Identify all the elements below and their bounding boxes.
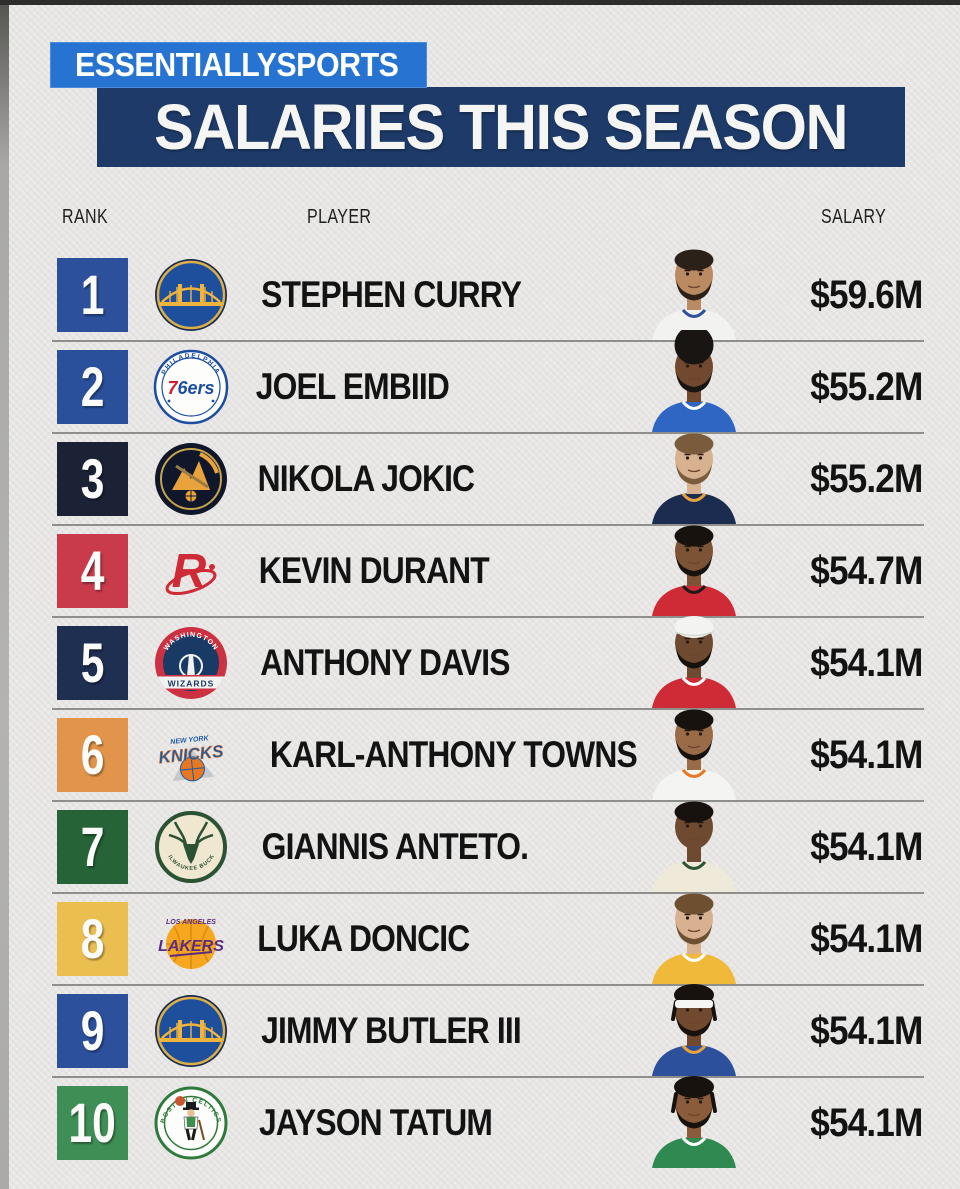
- player-photo: [642, 790, 746, 892]
- player-name: ANTHONY DAVIS: [260, 642, 510, 683]
- salary-value: $54.1M: [809, 1100, 923, 1145]
- rank-badge: 6: [57, 718, 128, 792]
- table-row: 7 MILWAUKEE BUCKS GIANNIS ANTETO. $54.1M: [52, 801, 924, 894]
- salary-value: $54.1M: [809, 640, 923, 685]
- warriors-logo: [153, 993, 229, 1069]
- svg-text:76ers: 76ers: [167, 378, 214, 398]
- salary-value: $59.6M: [809, 272, 923, 317]
- rank-number: 5: [80, 631, 105, 694]
- player-name: GIANNIS ANTETO.: [261, 826, 529, 867]
- column-header-salary: SALARY: [821, 206, 887, 228]
- left-edge-strip: [0, 0, 9, 1189]
- player-photo: [642, 325, 746, 432]
- rank-number: 4: [80, 539, 105, 602]
- rank-number: 8: [80, 907, 105, 970]
- rank-badge: 2: [57, 350, 128, 424]
- player-name: LUKA DONCIC: [257, 918, 470, 959]
- lakers-logo: LOS ANGELES LAKERS: [153, 901, 229, 977]
- player-photo: [642, 606, 746, 708]
- table-row: 1 STEPHEN CURRY $59.6M: [52, 249, 924, 342]
- rank-number: 2: [80, 355, 105, 418]
- rank-number: 1: [80, 263, 105, 326]
- salary-value: $54.7M: [809, 548, 923, 593]
- table-row: 8 LOS ANGELES LAKERS LUKA DONCIC $54.1M: [52, 893, 924, 986]
- table-row: 3 NIKOLA JOKIC $55.2M: [52, 433, 924, 526]
- rank-number: 7: [80, 815, 105, 878]
- rank-number: 10: [68, 1091, 117, 1154]
- page-title: SALARIES THIS SEASON: [154, 91, 848, 163]
- table-row: 4 R KEVIN DURANT $54.7M: [52, 525, 924, 618]
- table-row: 10 BOSTON CELTICS JAYSON TATUM $54.1M: [52, 1076, 924, 1168]
- rockets-logo: R: [153, 533, 229, 609]
- player-name: JOEL EMBIID: [255, 366, 450, 407]
- salary-value: $55.2M: [809, 456, 923, 501]
- nuggets-logo: [153, 441, 229, 517]
- player-photo: [642, 974, 746, 1076]
- player-name: JIMMY BUTLER III: [261, 1010, 522, 1051]
- player-photo: [642, 698, 746, 800]
- rank-badge: 8: [57, 902, 128, 976]
- table-row: 9 JIMMY BUTLER III $54.1M: [52, 984, 924, 1078]
- svg-text:NEW YORK: NEW YORK: [170, 735, 210, 746]
- salary-value: $54.1M: [809, 824, 923, 869]
- rank-badge: 1: [57, 258, 128, 332]
- warriors-logo: [153, 257, 229, 333]
- salary-table: 1 STEPHEN CURRY $59.6M 2 PHILADELPHIA 76…: [52, 249, 924, 1168]
- rank-badge: 7: [57, 810, 128, 884]
- rank-number: 3: [80, 447, 105, 510]
- rank-number: 6: [80, 723, 105, 786]
- salary-value: $54.1M: [809, 916, 923, 961]
- wizards-logo: WASHINGTON WIZARDS: [153, 625, 229, 701]
- table-row: 6 NEW YORK KNICKS KARL-ANTHONY TOWNS $54…: [52, 709, 924, 802]
- player-name: KEVIN DURANT: [258, 550, 490, 591]
- player-photo: [642, 238, 746, 340]
- rank-badge: 9: [57, 994, 128, 1068]
- svg-text:WIZARDS: WIZARDS: [168, 679, 215, 689]
- table-row: 5 WASHINGTON WIZARDS ANTHONY DAVIS $54.1…: [52, 616, 924, 710]
- bucks-logo: MILWAUKEE BUCKS: [150, 805, 229, 885]
- salary-value: $55.2M: [809, 364, 923, 409]
- player-photo: [642, 1066, 746, 1168]
- brand-name: ESSENTIALLYSPORTS: [75, 46, 399, 83]
- column-header-player: PLAYER: [307, 206, 372, 228]
- rank-badge: 4: [57, 534, 128, 608]
- brand-banner: ESSENTIALLYSPORTS: [50, 42, 427, 88]
- top-edge-strip: [0, 0, 960, 5]
- svg-text:LOS ANGELES: LOS ANGELES: [166, 919, 216, 926]
- column-header-rank: RANK: [62, 206, 109, 228]
- svg-text:LAKERS: LAKERS: [158, 938, 224, 955]
- player-name: KARL-ANTHONY TOWNS: [269, 734, 638, 775]
- salary-value: $54.1M: [809, 732, 923, 777]
- table-row: 2 PHILADELPHIA 76ers JOEL EMBIID $55.2M: [52, 325, 924, 434]
- knicks-logo: NEW YORK KNICKS: [153, 717, 229, 793]
- salary-value: $54.1M: [809, 1008, 923, 1053]
- celtics-logo: BOSTON CELTICS: [153, 1085, 229, 1161]
- rank-badge: 3: [57, 442, 128, 516]
- rank-badge: 5: [57, 626, 128, 700]
- player-name: JAYSON TATUM: [258, 1102, 493, 1143]
- rank-badge: 10: [57, 1086, 128, 1160]
- player-photo: [642, 882, 746, 984]
- rank-number: 9: [80, 999, 105, 1062]
- sixers-logo: PHILADELPHIA 76ers: [153, 349, 229, 425]
- title-banner: SALARIES THIS SEASON: [97, 87, 905, 167]
- player-name: NIKOLA JOKIC: [257, 458, 475, 499]
- player-name: STEPHEN CURRY: [261, 274, 522, 315]
- player-photo: [642, 514, 746, 616]
- svg-text:KNICKS: KNICKS: [158, 742, 225, 768]
- player-photo: [642, 422, 746, 524]
